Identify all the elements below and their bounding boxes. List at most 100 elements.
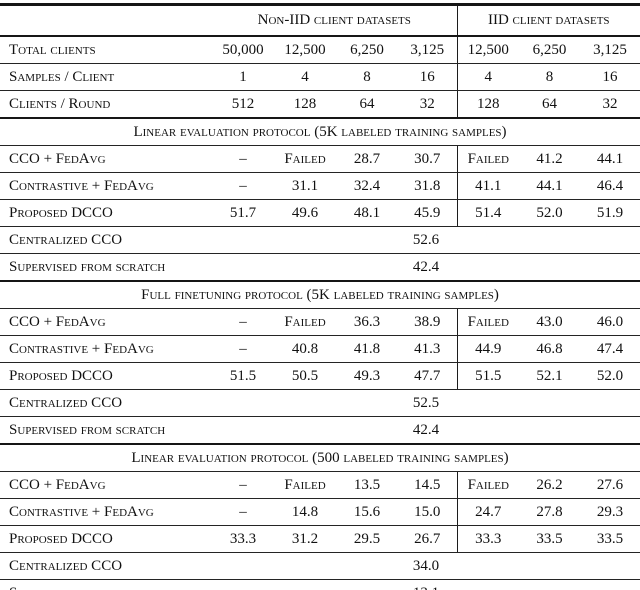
value-cell: 52.0 <box>580 362 640 390</box>
section-header-row: Full finetuning protocol (5K labeled tra… <box>0 281 640 309</box>
method-row-proposed-dcco: Proposed DCCO 51.7 49.6 48.1 45.9 51.4 5… <box>0 199 640 227</box>
row-label: Contrastive + FedAvg <box>0 335 212 363</box>
value-cell: 52.0 <box>519 199 581 227</box>
value-cell: 41.8 <box>336 335 398 363</box>
value-cell: 51.4 <box>457 199 520 227</box>
value-cell: Failed <box>457 471 520 499</box>
span-value-cell: 13.1 <box>212 580 640 590</box>
value-cell: 33.3 <box>212 525 274 553</box>
value-cell: 41.1 <box>457 172 520 200</box>
value-cell: Failed <box>274 471 336 499</box>
method-row-proposed-dcco: Proposed DCCO 33.3 31.2 29.5 26.7 33.3 3… <box>0 525 640 553</box>
row-label: Contrastive + FedAvg <box>0 172 212 200</box>
row-label: Supervised from scratch <box>0 416 212 445</box>
value-cell: 15.0 <box>398 498 458 526</box>
row-label: Total clients <box>0 36 212 64</box>
value-cell: 12,500 <box>457 36 520 64</box>
value-cell: 31.8 <box>398 172 458 200</box>
value-cell: 32 <box>398 90 458 119</box>
value-cell: 3,125 <box>398 36 458 64</box>
span-value-cell: 34.0 <box>212 552 640 580</box>
method-row-cco-fedavg: CCO + FedAvg – Failed 13.5 14.5 Failed 2… <box>0 471 640 499</box>
value-cell: 12,500 <box>274 36 336 64</box>
value-cell: 64 <box>519 90 581 119</box>
value-cell: 45.9 <box>398 199 458 227</box>
value-cell: 8 <box>519 63 581 91</box>
value-cell: 33.3 <box>457 525 520 553</box>
config-row-samples-per-client: Samples / Client 1 4 8 16 4 8 16 <box>0 63 640 91</box>
row-label: CCO + FedAvg <box>0 145 212 173</box>
value-cell: 44.9 <box>457 335 520 363</box>
value-cell: 28.7 <box>336 145 398 173</box>
baseline-row-centralized-cco: Centralized CCO 52.5 <box>0 389 640 417</box>
value-cell: 41.3 <box>398 335 458 363</box>
value-cell: – <box>212 498 274 526</box>
value-cell: 6,250 <box>519 36 581 64</box>
row-label: Samples / Client <box>0 63 212 91</box>
results-table: Non-IID client datasets IID client datas… <box>0 3 640 590</box>
value-cell: 26.7 <box>398 525 458 553</box>
value-cell: 16 <box>580 63 640 91</box>
value-cell: 4 <box>274 63 336 91</box>
method-row-contrastive-fedavg: Contrastive + FedAvg – 14.8 15.6 15.0 24… <box>0 498 640 526</box>
value-cell: 46.8 <box>519 335 581 363</box>
value-cell: 49.3 <box>336 362 398 390</box>
value-cell: – <box>212 172 274 200</box>
value-cell: 32 <box>580 90 640 119</box>
section-title: Linear evaluation protocol (5K labeled t… <box>0 118 640 146</box>
baseline-row-supervised-scratch: Supervised from scratch 42.4 <box>0 253 640 282</box>
row-label: Proposed DCCO <box>0 362 212 390</box>
value-cell: 33.5 <box>519 525 581 553</box>
method-row-proposed-dcco: Proposed DCCO 51.5 50.5 49.3 47.7 51.5 5… <box>0 362 640 390</box>
value-cell: 32.4 <box>336 172 398 200</box>
value-cell: 26.2 <box>519 471 581 499</box>
value-cell: 51.5 <box>212 362 274 390</box>
value-cell: 16 <box>398 63 458 91</box>
value-cell: – <box>212 145 274 173</box>
value-cell: 46.4 <box>580 172 640 200</box>
value-cell: 64 <box>336 90 398 119</box>
value-cell: 38.9 <box>398 308 458 336</box>
method-row-contrastive-fedavg: Contrastive + FedAvg – 31.1 32.4 31.8 41… <box>0 172 640 200</box>
value-cell: 3,125 <box>580 36 640 64</box>
value-cell: 44.1 <box>580 145 640 173</box>
row-label: Proposed DCCO <box>0 199 212 227</box>
value-cell: 4 <box>457 63 520 91</box>
row-label: Centralized CCO <box>0 226 212 254</box>
value-cell: 40.8 <box>274 335 336 363</box>
baseline-row-supervised-scratch: Supervised from scratch 42.4 <box>0 416 640 445</box>
baseline-row-centralized-cco: Centralized CCO 34.0 <box>0 552 640 580</box>
value-cell: 6,250 <box>336 36 398 64</box>
section-title: Linear evaluation protocol (500 labeled … <box>0 444 640 472</box>
corner-cell <box>0 4 212 37</box>
method-row-contrastive-fedavg: Contrastive + FedAvg – 40.8 41.8 41.3 44… <box>0 335 640 363</box>
config-row-clients-per-round: Clients / Round 512 128 64 32 128 64 32 <box>0 90 640 119</box>
column-group-header-row: Non-IID client datasets IID client datas… <box>0 4 640 37</box>
method-row-cco-fedavg: CCO + FedAvg – Failed 28.7 30.7 Failed 4… <box>0 145 640 173</box>
value-cell: Failed <box>274 145 336 173</box>
value-cell: 29.5 <box>336 525 398 553</box>
value-cell: 13.5 <box>336 471 398 499</box>
config-row-total-clients: Total clients 50,000 12,500 6,250 3,125 … <box>0 36 640 64</box>
row-label: Contrastive + FedAvg <box>0 498 212 526</box>
span-value-cell: 42.4 <box>212 416 640 445</box>
value-cell: 30.7 <box>398 145 458 173</box>
value-cell: 43.0 <box>519 308 581 336</box>
column-group-noniid: Non-IID client datasets <box>212 4 458 37</box>
value-cell: 29.3 <box>580 498 640 526</box>
value-cell: 27.8 <box>519 498 581 526</box>
value-cell: 49.6 <box>274 199 336 227</box>
value-cell: 47.7 <box>398 362 458 390</box>
value-cell: 14.5 <box>398 471 458 499</box>
value-cell: 50,000 <box>212 36 274 64</box>
row-label: Centralized CCO <box>0 389 212 417</box>
value-cell: 50.5 <box>274 362 336 390</box>
value-cell: 128 <box>274 90 336 119</box>
span-value-cell: 52.5 <box>212 389 640 417</box>
value-cell: 51.7 <box>212 199 274 227</box>
value-cell: 33.5 <box>580 525 640 553</box>
value-cell: 8 <box>336 63 398 91</box>
value-cell: 41.2 <box>519 145 581 173</box>
baseline-row-supervised-scratch: Supervised from scratch 13.1 <box>0 580 640 590</box>
value-cell: 36.3 <box>336 308 398 336</box>
